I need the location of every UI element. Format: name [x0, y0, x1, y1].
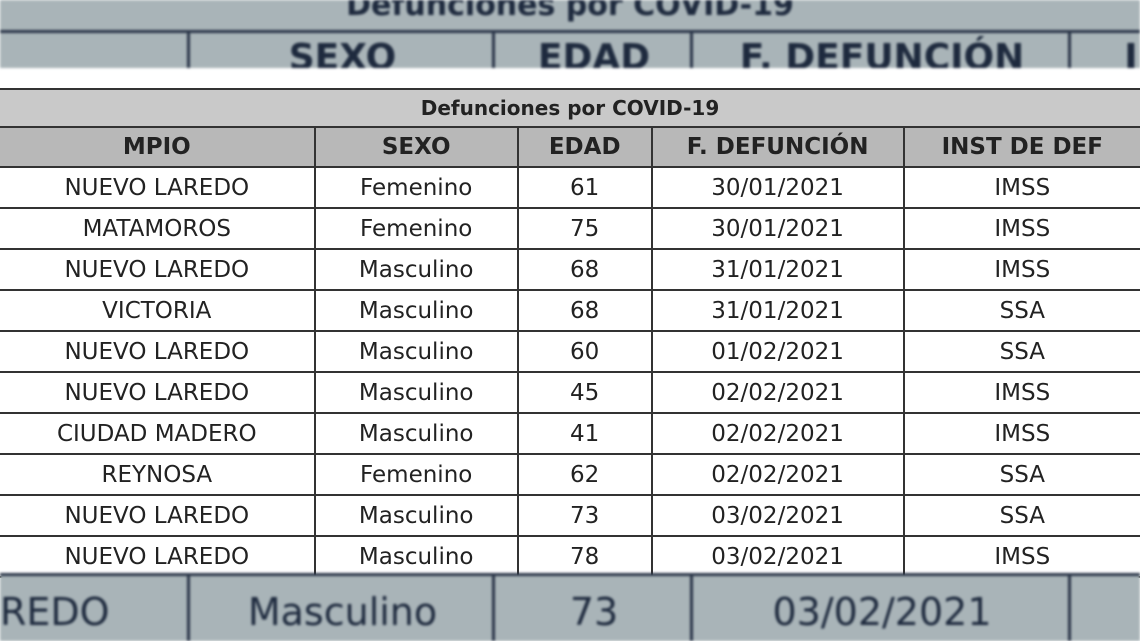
table-cell: 31/01/2021: [650, 248, 905, 291]
covid-deaths-table: Defunciones por COVID-19 MPIO SEXO EDAD F. …: [0, 88, 1140, 578]
table-row: NUEVO LAREDO Masculino 68 31/01/2021 IMSS: [0, 248, 1140, 291]
table-cell: IMSS: [902, 166, 1140, 209]
bg-cell: 73: [492, 573, 693, 641]
table-cell: Masculino: [313, 494, 519, 537]
table-row: NUEVO LAREDO Femenino 61 30/01/2021 IMSS: [0, 166, 1140, 209]
blurred-background-top: Defunciones por COVID-19 SEXO EDAD F. DE…: [0, 0, 1140, 68]
table-cell: Femenino: [313, 453, 519, 496]
table-cell: 30/01/2021: [650, 207, 905, 250]
column-header: INST DE DEF: [902, 126, 1140, 168]
table-cell: SSA: [902, 330, 1140, 373]
table-cell: REYNOSA: [0, 453, 316, 496]
table-cell: 02/02/2021: [650, 371, 905, 414]
table-cell: 02/02/2021: [650, 412, 905, 455]
table-row: NUEVO LAREDO Masculino 78 03/02/2021 IMSS: [0, 535, 1140, 578]
table-cell: NUEVO LAREDO: [0, 371, 316, 414]
table-cell: 41: [516, 412, 653, 455]
table-cell: NUEVO LAREDO: [0, 248, 316, 291]
table-cell: NUEVO LAREDO: [0, 166, 316, 209]
table-cell: 62: [516, 453, 653, 496]
bg-cell: SEXO: [187, 30, 495, 68]
table-cell: SSA: [902, 453, 1140, 496]
column-header: F. DEFUNCIÓN: [650, 126, 905, 168]
table-cell: Masculino: [313, 371, 519, 414]
bg-cell: I: [1068, 30, 1140, 68]
table-row: VICTORIA Masculino 68 31/01/2021 SSA: [0, 289, 1140, 332]
bg-cell: F. DEFUNCIÓN: [690, 30, 1071, 68]
blurred-background-bottom: REDO Masculino 73 03/02/2021: [0, 573, 1140, 641]
table-cell: 30/01/2021: [650, 166, 905, 209]
bg-cell: EDAD: [492, 30, 693, 68]
table-cell: 03/02/2021: [650, 494, 905, 537]
bg-title: Defunciones por COVID-19: [346, 0, 794, 23]
table-cell: SSA: [902, 494, 1140, 537]
bg-cell: 03/02/2021: [690, 573, 1071, 641]
table-row: MATAMOROS Femenino 75 30/01/2021 IMSS: [0, 207, 1140, 250]
column-header: MPIO: [0, 126, 316, 168]
bg-cell: Masculino: [187, 573, 495, 641]
table-cell: Femenino: [313, 207, 519, 250]
table-cell: NUEVO LAREDO: [0, 494, 316, 537]
bg-cell: [0, 30, 187, 68]
table-cell: CIUDAD MADERO: [0, 412, 316, 455]
column-header: EDAD: [516, 126, 653, 168]
table-cell: 68: [516, 248, 653, 291]
table-cell: Masculino: [313, 330, 519, 373]
table-row: NUEVO LAREDO Masculino 45 02/02/2021 IMSS: [0, 371, 1140, 414]
bg-cell: REDO: [0, 573, 187, 641]
table-row: NUEVO LAREDO Masculino 60 01/02/2021 SSA: [0, 330, 1140, 373]
table-cell: Masculino: [313, 412, 519, 455]
table-cell: 45: [516, 371, 653, 414]
table-cell: 60: [516, 330, 653, 373]
table-cell: IMSS: [902, 535, 1140, 578]
table-cell: 31/01/2021: [650, 289, 905, 332]
table-cell: 75: [516, 207, 653, 250]
table-row: NUEVO LAREDO Masculino 73 03/02/2021 SSA: [0, 494, 1140, 537]
table-cell: 01/02/2021: [650, 330, 905, 373]
column-header: SEXO: [313, 126, 519, 168]
table-cell: VICTORIA: [0, 289, 316, 332]
table-cell: 68: [516, 289, 653, 332]
table-row: CIUDAD MADERO Masculino 41 02/02/2021 IMSS: [0, 412, 1140, 455]
table-title: Defunciones por COVID-19: [0, 88, 1140, 128]
table-cell: 03/02/2021: [650, 535, 905, 578]
table-cell: IMSS: [902, 412, 1140, 455]
table-cell: Femenino: [313, 166, 519, 209]
table-cell: IMSS: [902, 248, 1140, 291]
table-cell: IMSS: [902, 371, 1140, 414]
table-cell: MATAMOROS: [0, 207, 316, 250]
table-cell: Masculino: [313, 248, 519, 291]
table-row: REYNOSA Femenino 62 02/02/2021 SSA: [0, 453, 1140, 496]
table-cell: Masculino: [313, 535, 519, 578]
table-cell: Masculino: [313, 289, 519, 332]
table-cell: 61: [516, 166, 653, 209]
table-cell: NUEVO LAREDO: [0, 330, 316, 373]
table-cell: SSA: [902, 289, 1140, 332]
table-cell: IMSS: [902, 207, 1140, 250]
table-cell: 73: [516, 494, 653, 537]
table-cell: 02/02/2021: [650, 453, 905, 496]
table-cell: 78: [516, 535, 653, 578]
table-cell: NUEVO LAREDO: [0, 535, 316, 578]
bg-cell: [1068, 573, 1140, 641]
